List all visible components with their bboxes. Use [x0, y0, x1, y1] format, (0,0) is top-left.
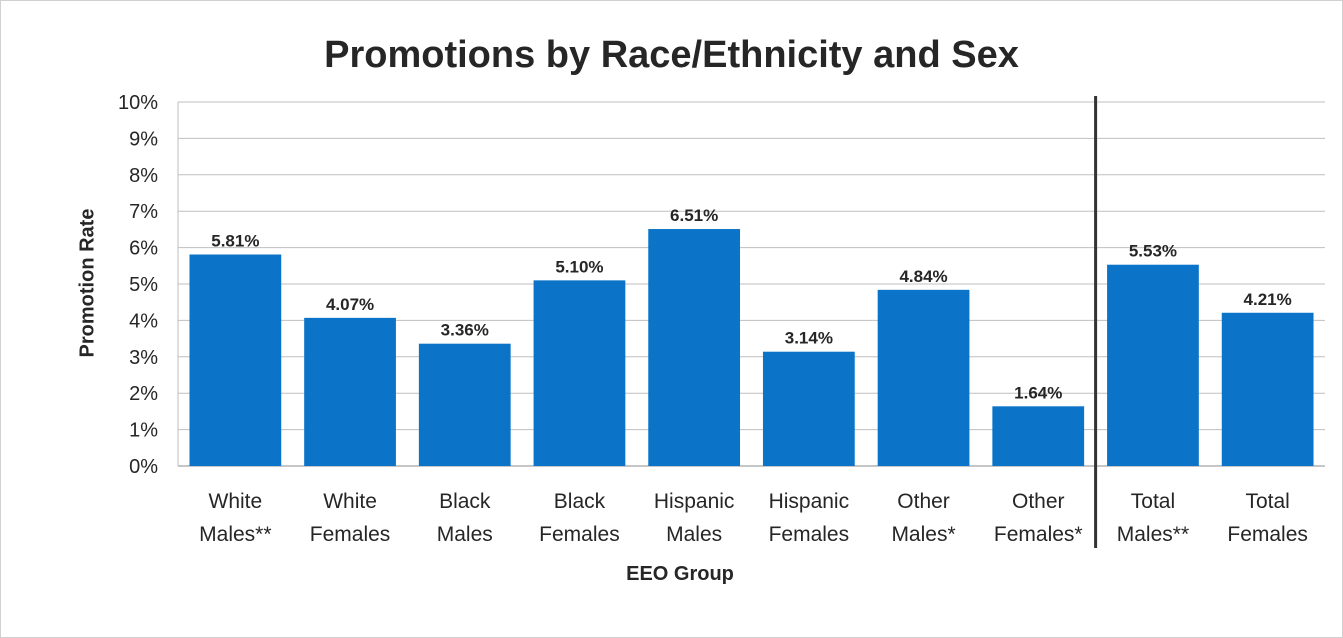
y-tick-label: 10% — [118, 92, 158, 114]
y-tick-label: 5% — [129, 274, 158, 296]
data-label: 3.14% — [785, 329, 833, 348]
x-tick-label: Males** — [1117, 523, 1189, 546]
y-tick-label: 6% — [129, 238, 158, 260]
y-tick-label: 1% — [129, 420, 158, 442]
data-label: 1.64% — [1014, 383, 1062, 402]
data-label: 6.51% — [670, 206, 718, 225]
data-label: 5.81% — [211, 232, 259, 251]
x-tick-label: Males — [666, 523, 722, 546]
bars — [189, 229, 1314, 466]
bar — [648, 229, 741, 466]
y-tick-label: 8% — [129, 165, 158, 187]
x-tick-label: Females — [1227, 523, 1308, 546]
y-tick-label: 0% — [129, 456, 158, 478]
y-tick-label: 3% — [129, 347, 158, 369]
x-tick-label: Hispanic — [769, 490, 850, 513]
y-tick-labels: 0% 1% 2% 3% 4% 5% 6% 7% 8% 9% 10% — [118, 92, 158, 478]
bar — [877, 289, 970, 466]
data-label: 4.84% — [899, 267, 947, 286]
x-tick-label: Other — [897, 490, 950, 513]
x-tick-label: Males — [437, 523, 493, 546]
bar — [1107, 264, 1199, 466]
category-labels: White Males** White Females Black Males Black F… — [199, 490, 1308, 546]
x-tick-label: Total — [1245, 490, 1289, 513]
x-tick-label: Hispanic — [654, 490, 735, 513]
bar — [418, 343, 511, 466]
data-label: 5.53% — [1129, 242, 1177, 261]
x-tick-label: Males* — [891, 523, 955, 546]
chart-title: Promotions by Race/Ethnicity and Sex — [324, 34, 1019, 76]
x-tick-label: White — [209, 490, 263, 513]
y-tick-label: 2% — [129, 383, 158, 405]
x-tick-label: Black — [554, 490, 606, 513]
x-axis-label: EEO Group — [626, 563, 734, 585]
y-tick-label: 9% — [129, 128, 158, 150]
data-label: 3.36% — [441, 321, 489, 340]
data-label: 4.07% — [326, 295, 374, 314]
bar — [1221, 312, 1314, 466]
data-label: 4.21% — [1244, 290, 1292, 309]
y-tick-label: 7% — [129, 201, 158, 223]
bar — [992, 406, 1085, 466]
y-tick-label: 4% — [129, 310, 158, 332]
bar — [304, 317, 396, 466]
x-tick-label: White — [323, 490, 377, 513]
x-tick-label: Other — [1012, 490, 1065, 513]
bar — [533, 280, 626, 466]
x-tick-label: Black — [439, 490, 491, 513]
x-tick-label: Females — [310, 523, 391, 546]
x-tick-label: Females — [769, 523, 850, 546]
x-tick-label: Females — [539, 523, 620, 546]
x-tick-label: Total — [1131, 490, 1175, 513]
data-label: 5.10% — [555, 257, 603, 276]
x-tick-label: Females* — [994, 523, 1083, 546]
x-tick-label: Males** — [199, 523, 271, 546]
data-labels: 5.81% 4.07% 3.36% 5.10% 6.51% 3.14% 4.84% 1.64%… — [211, 206, 1292, 402]
bar — [189, 254, 282, 466]
bar — [762, 351, 855, 466]
